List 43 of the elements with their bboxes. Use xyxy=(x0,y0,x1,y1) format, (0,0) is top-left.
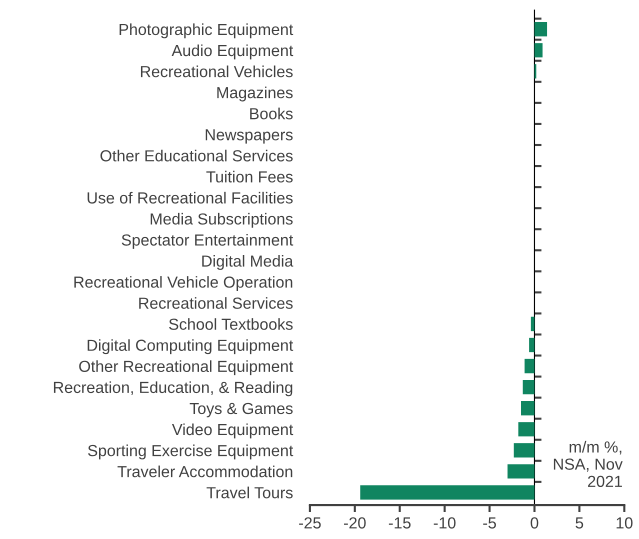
x-tick-label: -5 xyxy=(483,517,496,529)
y-tick-label: School Textbooks xyxy=(169,318,293,330)
bar xyxy=(534,22,548,36)
y-tick-label: Video Equipment xyxy=(172,423,294,438)
bar xyxy=(522,380,534,394)
bar xyxy=(518,422,534,436)
y-tick-label: Traveler Accommodation xyxy=(118,466,292,478)
x-tick-label: -25 xyxy=(299,517,321,529)
x-tick-label: 5 xyxy=(576,517,584,529)
x-tick-label: -15 xyxy=(388,517,411,529)
y-tick-label: Recreational Vehicle Operation xyxy=(74,276,292,291)
y-tick-label: Toys & Games xyxy=(190,402,293,418)
y-tick-label: Other Recreational Equipment xyxy=(79,360,294,376)
bar xyxy=(524,358,534,374)
bar xyxy=(530,316,534,332)
x-tick-label: -10 xyxy=(434,517,456,529)
y-tick-label: Media Subscriptions xyxy=(150,212,293,228)
y-tick-label: Spectator Entertainment xyxy=(122,234,294,249)
bar xyxy=(360,485,534,500)
y-tick-label: Books xyxy=(250,108,293,120)
y-tick-label: Tuition Fees xyxy=(206,170,293,183)
bar xyxy=(508,464,534,479)
x-tick-label: -20 xyxy=(344,517,366,529)
bar xyxy=(529,338,534,352)
y-tick-label: Magazines xyxy=(217,86,293,102)
y-tick-label: Photographic Equipment xyxy=(120,23,294,38)
bar xyxy=(534,43,543,58)
y-tick-label: Digital Media xyxy=(202,255,294,270)
y-tick-label: Audio Equipment xyxy=(172,44,294,60)
y-tick-label: Recreational Services xyxy=(139,297,293,309)
bar xyxy=(521,401,534,416)
y-tick-label: Digital Computing Equipment xyxy=(88,339,294,354)
y-tick-label: Recreational Vehicles xyxy=(140,66,293,78)
y-tick-label: Newspapers xyxy=(206,129,293,144)
y-tick-label: Use of Recreational Facilities xyxy=(88,192,293,204)
y-tick-label: Sporting Exercise Equipment xyxy=(88,444,294,460)
bar xyxy=(514,443,534,458)
x-tick-label: 10 xyxy=(616,517,633,529)
y-tick-label: Other Educational Services xyxy=(100,150,293,162)
annotation: m/m %, NSA, Nov 2021 xyxy=(554,440,623,488)
x-tick-label: 0 xyxy=(530,517,538,529)
y-tick-label: Recreation, Education, & Reading xyxy=(54,381,292,396)
y-tick-label: Travel Tours xyxy=(206,486,293,498)
